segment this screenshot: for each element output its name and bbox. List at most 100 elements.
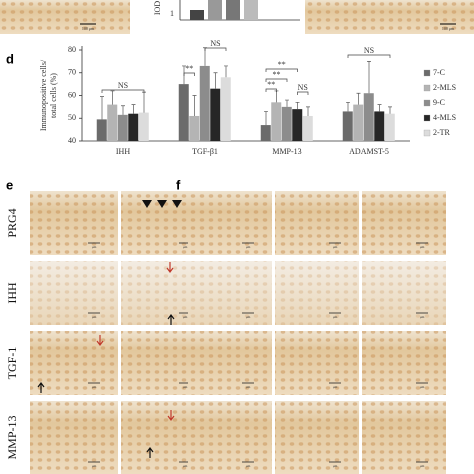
micrograph-texture	[188, 191, 272, 255]
y-tick-label: 40	[68, 136, 76, 145]
legend-label: 4-MLS	[433, 113, 456, 122]
y-tick-label: 70	[68, 68, 76, 77]
arrowhead	[157, 200, 167, 208]
error-bar	[100, 96, 104, 120]
legend-swatch	[423, 84, 431, 92]
significance-label: **	[267, 80, 275, 89]
row-label: MMP-13	[5, 415, 19, 459]
significance-bracket	[183, 72, 195, 76]
significance-label: **	[185, 64, 193, 73]
significance-bracket	[297, 91, 309, 95]
significance-label: NS	[364, 46, 374, 55]
significance-bracket	[347, 54, 391, 58]
cropped-bar	[190, 10, 204, 20]
micrograph-texture	[362, 261, 446, 325]
error-bar	[274, 90, 279, 103]
scale-bar-label: μm	[92, 315, 97, 319]
scale-bar-label: μm	[246, 245, 251, 249]
bar	[128, 113, 139, 141]
row-label: IHH	[5, 282, 19, 304]
error-bar	[295, 101, 300, 110]
arrowhead	[142, 200, 152, 208]
x-tick-label: MMP-13	[272, 147, 301, 156]
scale-bar-label: μm	[183, 245, 188, 249]
error-bar	[306, 106, 310, 116]
legend-label: 2-MLS	[433, 83, 456, 92]
scale-bar-label: μm	[333, 464, 338, 468]
micrograph-texture	[362, 331, 446, 395]
scale-bar-label: 100 μm	[442, 26, 455, 31]
significance-bracket	[204, 47, 227, 51]
panel-label: f	[176, 177, 181, 192]
micrograph-texture	[0, 0, 130, 34]
bar	[210, 88, 221, 141]
micrograph-texture	[275, 191, 359, 255]
legend-label: 7-C	[433, 68, 445, 77]
significance-bracket	[101, 89, 145, 93]
bar	[260, 125, 271, 141]
top-strip: 100 μm IOD 1 100 μm	[0, 0, 474, 34]
y-tick-label: 1	[170, 9, 174, 18]
cropped-bar	[226, 0, 240, 20]
micrograph-texture	[362, 401, 446, 474]
scale-bar-label: μm	[420, 245, 425, 249]
panel-label: d	[6, 51, 14, 66]
y-axis-label: Immunopositive cells/	[39, 59, 48, 131]
bar	[107, 104, 118, 141]
bar	[302, 115, 313, 141]
significance-label: **	[278, 60, 286, 69]
cropped-bar	[244, 0, 258, 20]
scale-bar-label: μm	[183, 464, 188, 468]
error-bar	[213, 72, 218, 89]
legend-label: 9-C	[433, 98, 445, 107]
micrograph-texture	[30, 191, 118, 255]
y-tick-label: 80	[68, 45, 76, 54]
micrograph-texture	[275, 401, 359, 474]
scale-bar-label: μm	[183, 315, 188, 319]
error-bar	[367, 61, 371, 94]
scale-bar-label: μm	[420, 464, 425, 468]
arrow	[96, 335, 104, 346]
error-bar	[388, 106, 392, 114]
scale-bar-label: μm	[420, 315, 425, 319]
error-bar	[142, 91, 146, 113]
error-bar	[346, 101, 350, 112]
panel-label: e	[6, 177, 13, 192]
scale-bar-label: μm	[92, 464, 97, 468]
arrowhead	[172, 200, 182, 208]
scale-bar-label: μm	[333, 385, 338, 389]
y-tick-label: 60	[68, 90, 76, 99]
significance-label: NS	[298, 83, 308, 92]
micrograph-texture	[305, 0, 474, 34]
arrow	[167, 410, 175, 421]
significance-bracket	[265, 68, 298, 72]
bar	[138, 112, 149, 141]
scale-bar-label: 100 μm	[82, 26, 95, 31]
bar	[353, 104, 364, 141]
y-tick-label: 50	[68, 113, 76, 122]
micrograph-texture	[30, 401, 118, 474]
error-bar	[131, 104, 136, 114]
bar	[271, 102, 282, 141]
x-tick-label: IHH	[116, 147, 130, 156]
legend-swatch	[423, 129, 431, 137]
scale-bar-label: μm	[246, 385, 251, 389]
scale-bar-label: μm	[92, 385, 97, 389]
bar	[342, 111, 353, 141]
legend-swatch	[423, 99, 431, 107]
bar	[117, 114, 128, 141]
micrograph-texture	[188, 261, 272, 325]
micrograph-texture	[30, 261, 118, 325]
micrograph-texture	[188, 401, 272, 474]
bar	[199, 65, 210, 141]
micrograph-grid: PRG4 μm μm μm μm μm IHH μm μm μm μm μm TGF-1 μm μm μm μm…	[5, 191, 446, 474]
significance-label: NS	[118, 81, 128, 90]
scale-bar-label: μm	[183, 385, 188, 389]
bar	[281, 106, 292, 141]
bar	[384, 113, 395, 141]
arrow	[166, 262, 174, 273]
micrograph-texture	[188, 331, 272, 395]
micrograph-texture	[275, 331, 359, 395]
scale-bar-label: μm	[333, 315, 338, 319]
